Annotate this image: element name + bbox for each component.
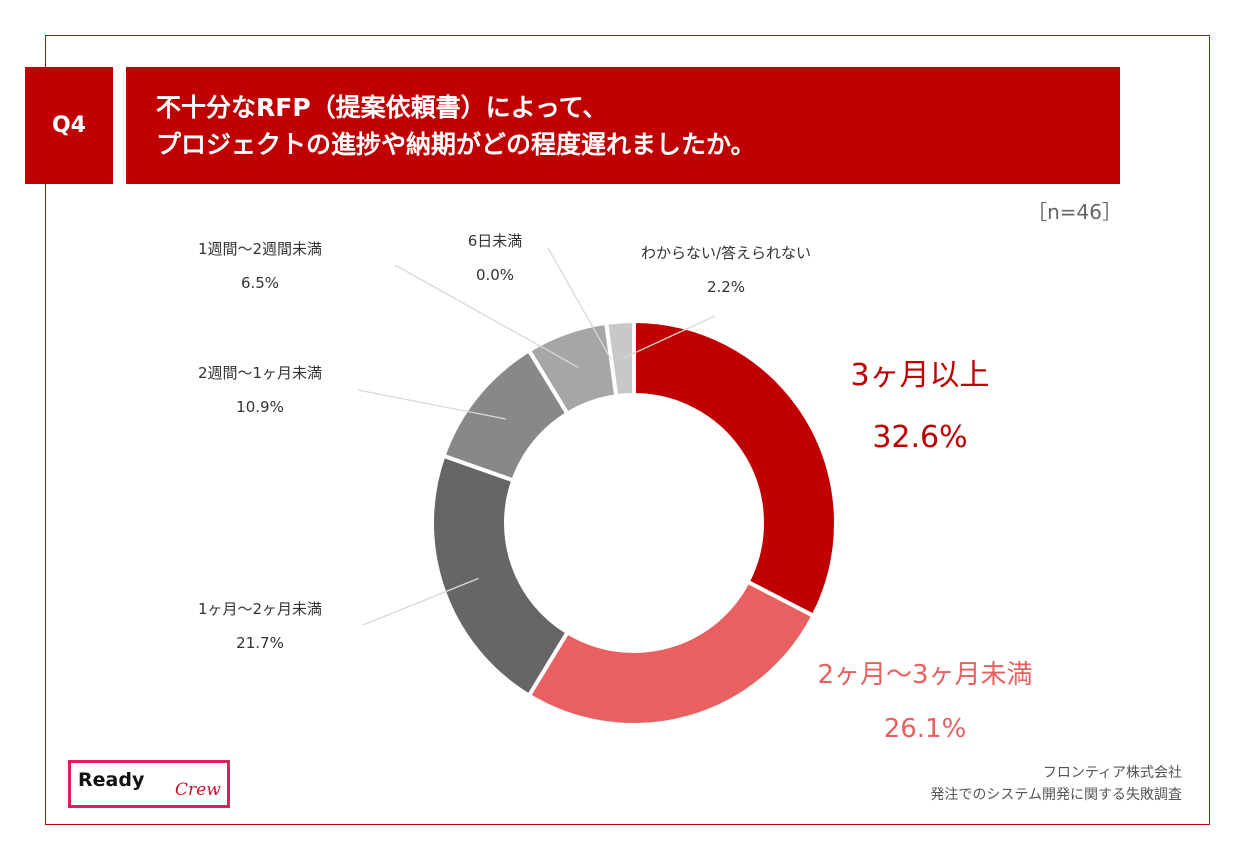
source-company: フロンティア株式会社 <box>1042 765 1182 781</box>
logo-word-ready: Ready <box>78 769 145 791</box>
leader-line <box>362 577 479 626</box>
donut-slice-1-2-months <box>430 453 571 699</box>
slice-value: 21.7% <box>236 634 284 652</box>
question-number-badge: Q4 <box>25 67 113 184</box>
question-title-line2: プロジェクトの進捗や納期がどの程度遅れましたか。 <box>156 130 756 159</box>
question-title-line1: 不十分なRFP（提案依頼書）によって、 <box>156 93 608 122</box>
slice-name: 1週間〜2週間未満 <box>197 240 323 258</box>
source-credit: フロンティア株式会社 発注でのシステム開発に関する失敗調査 <box>930 762 1182 806</box>
slice-value: 0.0% <box>475 266 515 284</box>
slice-value: 32.6% <box>872 420 968 455</box>
slice-name: わからない/答えられない <box>640 244 812 262</box>
readycrew-logo: Ready Crew <box>68 760 230 808</box>
donut-slice-2-3-months <box>526 579 817 727</box>
logo-word-crew: Crew <box>175 780 221 800</box>
slice-name: 2週間〜1ヶ月未満 <box>197 364 323 382</box>
slide-frame <box>45 35 1210 825</box>
slice-label-under-6-days: 6日未満 0.0% <box>430 224 560 292</box>
leader-line <box>622 315 716 359</box>
question-banner: 不十分なRFP（提案依頼書）によって、 プロジェクトの進捗や納期がどの程度遅れま… <box>126 67 1120 184</box>
slice-value: 2.2% <box>706 278 746 296</box>
leader-line <box>357 389 507 420</box>
donut-slice-3-months-plus <box>632 318 838 619</box>
slice-label-1-2-months: 1ヶ月〜2ヶ月未満 21.7% <box>160 592 360 660</box>
slice-label-2-3-months: 2ヶ月〜3ヶ月未満 26.1% <box>790 648 1060 756</box>
leader-line <box>547 247 612 360</box>
slice-label-2-weeks-1-month: 2週間〜1ヶ月未満 10.9% <box>160 356 360 424</box>
slice-name: 3ヶ月以上 <box>850 358 990 393</box>
donut-slices <box>430 318 838 727</box>
slice-value: 26.1% <box>883 714 967 744</box>
leader-lines <box>357 247 716 626</box>
slice-name: 1ヶ月〜2ヶ月未満 <box>197 600 323 618</box>
slice-name: 6日未満 <box>467 232 523 250</box>
slice-name: 2ヶ月〜3ヶ月未満 <box>817 660 1033 690</box>
slice-value: 10.9% <box>236 398 284 416</box>
question-number: Q4 <box>51 113 86 138</box>
source-survey: 発注でのシステム開発に関する失敗調査 <box>930 787 1182 803</box>
slice-label-3-months-plus: 3ヶ月以上 32.6% <box>820 345 1020 469</box>
slice-value: 6.5% <box>240 274 280 292</box>
leader-line <box>394 264 579 369</box>
slice-label-unknown: わからない/答えられない 2.2% <box>596 236 856 304</box>
donut-slice-unknown <box>603 318 636 399</box>
slice-label-1-2-weeks: 1週間〜2週間未満 6.5% <box>185 232 335 300</box>
sample-size: ［n=46］ <box>1027 200 1122 224</box>
